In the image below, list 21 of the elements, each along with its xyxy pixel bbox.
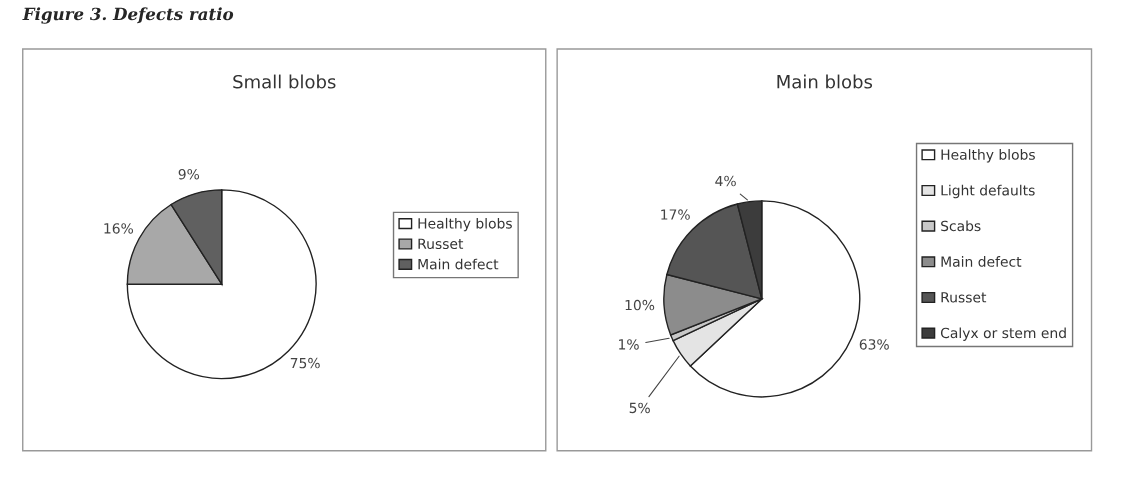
chart-title: Small blobs [233,74,336,89]
data-label: 17% [661,209,690,220]
data-label: 16% [104,223,134,234]
caption: Figure 3. Defects ratio [22,7,234,24]
legend-label: Healthy blobs [941,149,1035,163]
data-label: 1% [619,339,639,350]
legend-label: Russet [418,238,464,250]
data-label: 5% [629,402,650,414]
legend-label: Scabs [941,220,981,232]
legend-label: Main defect [418,258,499,270]
chart-title: Main blobs [777,74,873,89]
data-label: 9% [178,168,200,180]
legend-label: Russet [941,292,987,303]
data-label: 63% [859,339,889,350]
legend-label: Light defaults [941,184,1035,199]
data-label: 4% [715,175,736,187]
data-label: 75% [290,357,320,369]
legend-label: Calyx or stem end [940,327,1066,341]
legend-label: Healthy blobs [418,217,512,232]
legend-label: Main defect [941,256,1022,267]
data-label: 10% [625,299,655,311]
